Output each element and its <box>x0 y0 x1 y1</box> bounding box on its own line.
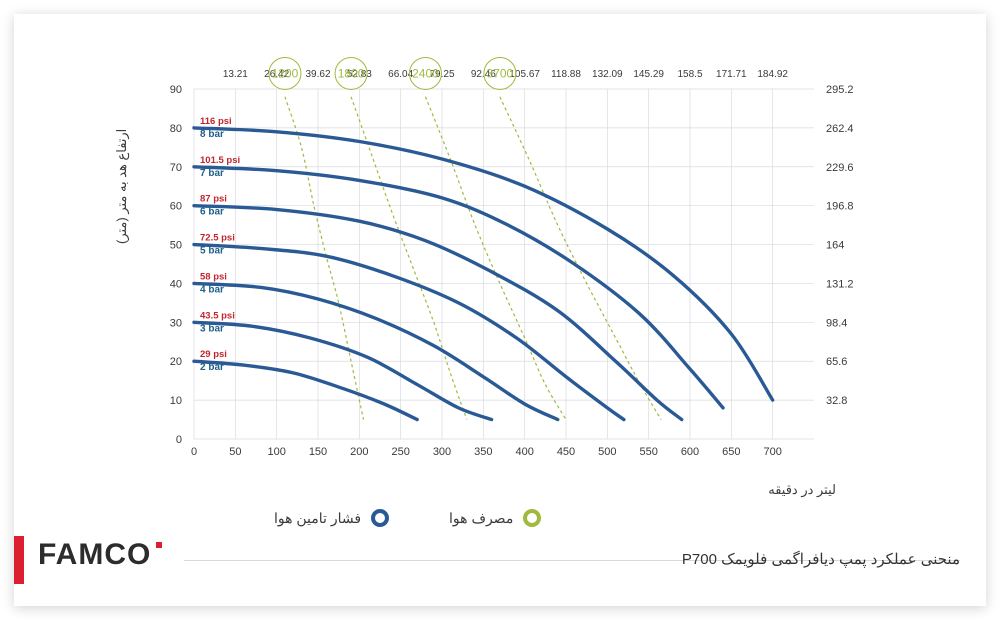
svg-text:1200: 1200 <box>272 66 299 80</box>
red-accent-bar <box>14 536 24 584</box>
svg-text:184.92: 184.92 <box>757 69 788 80</box>
legend-supply: فشار تامین هوا <box>274 509 389 527</box>
legend-supply-label: فشار تامین هوا <box>274 510 361 527</box>
svg-text:100: 100 <box>267 446 285 458</box>
svg-text:400: 400 <box>515 446 533 458</box>
svg-text:39.62: 39.62 <box>305 69 330 80</box>
svg-text:450: 450 <box>557 446 575 458</box>
svg-text:3700: 3700 <box>487 66 514 80</box>
svg-text:200: 200 <box>350 446 368 458</box>
svg-text:132.09: 132.09 <box>592 69 623 80</box>
svg-text:101.5 psi: 101.5 psi <box>200 155 240 166</box>
svg-text:550: 550 <box>639 446 657 458</box>
svg-text:13.21: 13.21 <box>223 69 248 80</box>
chart-caption: منحنی عملکرد پمپ دیافراگمی فلویمک P700 <box>682 550 960 568</box>
legend-supply-icon <box>371 509 389 527</box>
y-axis-label: ارتفاع هد به متر (متر) <box>114 129 130 244</box>
svg-text:105.67: 105.67 <box>509 69 540 80</box>
svg-text:2400: 2400 <box>412 66 439 80</box>
svg-text:250: 250 <box>391 446 409 458</box>
legend-consume: مصرف هوا <box>449 509 541 527</box>
svg-text:150: 150 <box>309 446 327 458</box>
legend-consume-icon <box>523 509 541 527</box>
svg-text:29 psi: 29 psi <box>200 349 227 360</box>
svg-text:30: 30 <box>170 317 182 329</box>
footer: FAMCO هایپرصنعت منحنی عملکرد پمپ دیافراگ… <box>14 530 986 590</box>
chart-container: 0501001502002503003504004505005506006507… <box>134 54 874 474</box>
svg-text:118.88: 118.88 <box>551 69 581 80</box>
svg-text:65.6: 65.6 <box>826 356 847 368</box>
svg-text:116 psi: 116 psi <box>200 116 232 127</box>
svg-text:0: 0 <box>191 446 197 458</box>
svg-text:6 bar: 6 bar <box>200 207 224 218</box>
svg-text:90: 90 <box>170 84 182 96</box>
svg-text:262.4: 262.4 <box>826 123 854 135</box>
svg-text:50: 50 <box>170 240 182 252</box>
svg-text:229.6: 229.6 <box>826 162 854 174</box>
svg-text:131.2: 131.2 <box>826 278 854 290</box>
svg-text:300: 300 <box>433 446 451 458</box>
legend-consume-label: مصرف هوا <box>449 510 513 527</box>
svg-text:60: 60 <box>170 201 182 213</box>
svg-text:650: 650 <box>722 446 740 458</box>
svg-text:87 psi: 87 psi <box>200 194 227 205</box>
svg-text:43.5 psi: 43.5 psi <box>200 310 235 321</box>
svg-text:20: 20 <box>170 356 182 368</box>
svg-text:32.8: 32.8 <box>826 395 847 407</box>
svg-text:700: 700 <box>763 446 781 458</box>
svg-text:0: 0 <box>176 434 182 446</box>
svg-text:40: 40 <box>170 278 182 290</box>
svg-text:72.5 psi: 72.5 psi <box>200 233 235 244</box>
svg-text:145.29: 145.29 <box>633 69 664 80</box>
svg-text:50: 50 <box>229 446 241 458</box>
svg-text:70: 70 <box>170 162 182 174</box>
svg-text:10: 10 <box>170 395 182 407</box>
svg-text:FAMCO: FAMCO <box>38 538 151 571</box>
svg-text:600: 600 <box>681 446 699 458</box>
svg-text:164: 164 <box>826 240 844 252</box>
legend: فشار تامین هوا مصرف هوا <box>274 509 541 527</box>
famco-logo: FAMCO هایپرصنعت <box>38 534 178 590</box>
svg-text:295.2: 295.2 <box>826 84 854 96</box>
svg-text:196.8: 196.8 <box>826 201 854 213</box>
svg-text:98.4: 98.4 <box>826 317 847 329</box>
card: 0501001502002503003504004505005506006507… <box>14 14 986 606</box>
svg-text:500: 500 <box>598 446 616 458</box>
svg-text:80: 80 <box>170 123 182 135</box>
svg-text:350: 350 <box>474 446 492 458</box>
performance-curve-chart: 0501001502002503003504004505005506006507… <box>134 54 874 474</box>
svg-text:1800: 1800 <box>338 66 365 80</box>
svg-text:171.71: 171.71 <box>716 69 747 80</box>
svg-text:158.5: 158.5 <box>677 69 702 80</box>
x-axis-label: لیتر در دقیقه <box>768 482 836 498</box>
svg-text:58 psi: 58 psi <box>200 271 227 282</box>
